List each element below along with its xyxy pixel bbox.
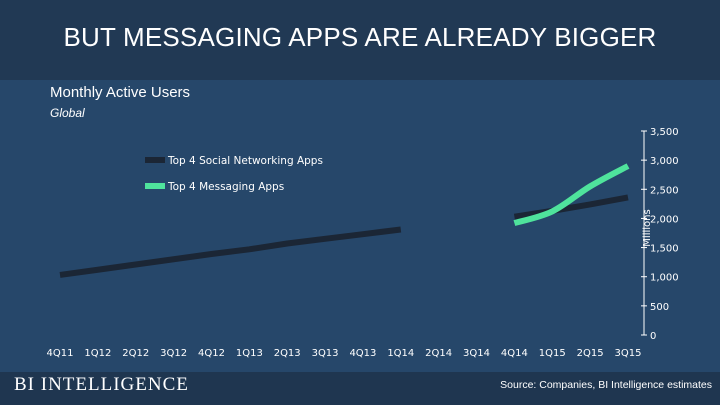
legend-swatch-messaging: [145, 183, 165, 189]
legend-swatch-social: [145, 157, 165, 163]
y-tick-label: 1,000: [650, 273, 679, 284]
x-tick-label: 2Q14: [425, 348, 452, 359]
header-bar: BUT MESSAGING APPS ARE ALREADY BIGGER: [0, 0, 720, 80]
y-tick-label: 2,500: [650, 185, 679, 196]
y-tick-label: 3,000: [650, 156, 679, 167]
series-social: [59, 194, 629, 278]
series-line-segment: [59, 226, 402, 278]
x-tick-label: 1Q12: [84, 348, 111, 359]
series-layer: [59, 163, 630, 278]
x-tick-label: 2Q13: [274, 348, 301, 359]
x-tick-label: 1Q14: [387, 348, 414, 359]
x-tick-label: 3Q15: [615, 348, 642, 359]
chart-subtitle: Global: [50, 106, 85, 120]
y-tick-label: 500: [650, 302, 669, 313]
x-tick-label: 4Q14: [501, 348, 528, 359]
x-tick-label: 2Q15: [577, 348, 604, 359]
legend-label-messaging: Top 4 Messaging Apps: [167, 181, 284, 193]
x-tick-label: 2Q12: [122, 348, 149, 359]
headline: BUT MESSAGING APPS ARE ALREADY BIGGER: [63, 22, 657, 52]
x-tick-label: 4Q13: [349, 348, 376, 359]
x-ticks: 4Q11 1Q12 2Q12 3Q12 4Q12 1Q13 2Q13 3Q13 4Q13 1Q14…: [47, 348, 642, 359]
x-tick-label: 1Q15: [539, 348, 566, 359]
source-note: Source: Companies, BI Intelligence estim…: [500, 379, 712, 391]
legend: Top 4 Social Networking Apps Top 4 Messa…: [145, 155, 323, 193]
bi-intelligence-logo: BI INTELLIGENCE: [14, 374, 189, 395]
chart-title: Monthly Active Users: [50, 84, 191, 101]
series-line-segment: [513, 163, 630, 226]
x-tick-label: 3Q14: [463, 348, 490, 359]
y-tick-label: 3,500: [650, 127, 679, 138]
y-tick-label: 2,000: [650, 214, 679, 225]
x-tick-label: 3Q12: [160, 348, 187, 359]
footer-bar: [0, 372, 720, 405]
x-tick-label: 3Q13: [312, 348, 339, 359]
x-tick-label: 1Q13: [236, 348, 263, 359]
line-chart: 0 500 1,000 1,500 2,000 2,500 3,000 3,500 4Q11 1…: [47, 127, 679, 359]
y-tick-label: 0: [650, 331, 656, 342]
y-ticks: 0 500 1,000 1,500 2,000 2,500 3,000 3,500: [641, 127, 679, 342]
y-axis-title: Millions: [642, 209, 653, 246]
legend-label-social: Top 4 Social Networking Apps: [167, 155, 323, 167]
series-line-segment: [513, 194, 629, 220]
series-messaging: [513, 163, 630, 226]
x-tick-label: 4Q12: [198, 348, 225, 359]
y-tick-label: 1,500: [650, 244, 679, 255]
x-tick-label: 4Q11: [47, 348, 74, 359]
